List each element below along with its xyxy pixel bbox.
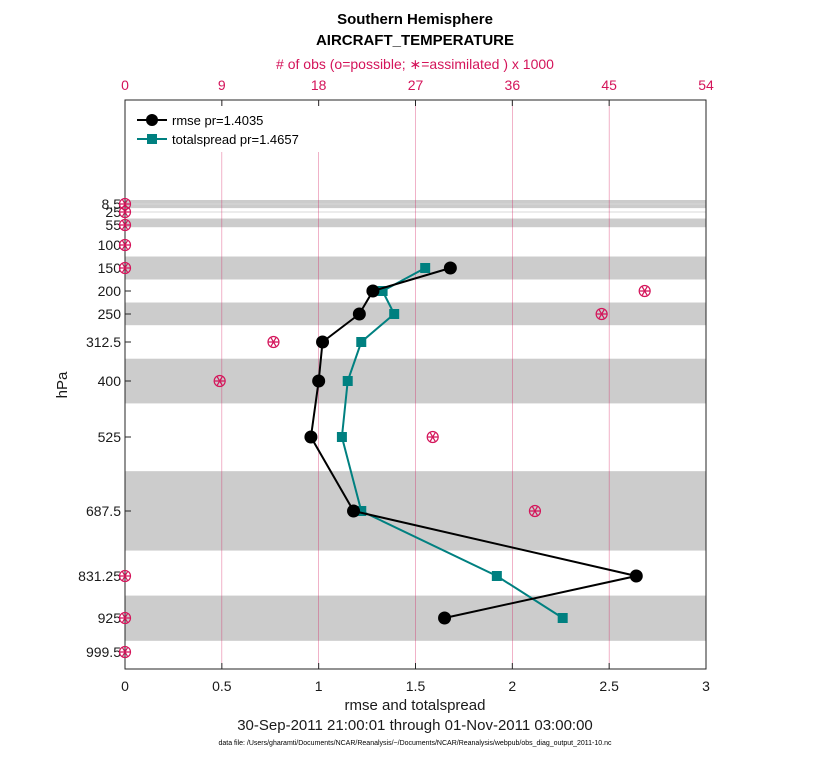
rmse-point: [352, 307, 366, 321]
y-tick-label: 687.5: [86, 503, 121, 519]
obs-possible-marker: [118, 569, 132, 583]
legend-totalspread-label: totalspread pr=1.4657: [172, 132, 299, 147]
obs-assimilated-marker: [120, 207, 130, 217]
obs-assimilated-marker: [596, 309, 607, 319]
top-tick-label: 18: [311, 77, 327, 93]
obs-possible-marker: [118, 645, 132, 659]
obs-possible-marker: [213, 374, 226, 388]
rmse-point: [312, 374, 326, 388]
totalspread-point: [377, 286, 388, 296]
legend-totalspread-marker: [147, 134, 157, 144]
date-range: 30-Sep-2011 21:00:01 through 01-Nov-2011…: [237, 717, 593, 734]
obs-possible-marker: [638, 284, 651, 298]
top-axis-label: # of obs (o=possible; ∗=assimilated ) x …: [276, 56, 554, 72]
top-axis-ticks: 0 9 18 27 36 45 54: [121, 77, 714, 106]
obs-possible-marker: [528, 504, 542, 518]
x-tick-label: 2: [508, 678, 516, 694]
rmse-point: [316, 335, 330, 349]
data-file-note: data file: /Users/gharamti/Documents/NCA…: [218, 740, 612, 747]
y-tick-label: 150: [98, 260, 122, 276]
y-tick-label: 100: [98, 237, 122, 253]
bottom-axis-ticks: 0 0.5 1 1.5 2 2.5 3: [121, 663, 710, 694]
rmse-point: [347, 504, 361, 518]
obs-assimilated-marker: [120, 220, 130, 230]
obs-possible-marker: [118, 205, 132, 219]
top-tick-label: 45: [601, 77, 617, 93]
obs-assimilated-marker: [427, 432, 438, 442]
y-tick-label: 925: [98, 610, 122, 626]
obs-assimilated-marker: [639, 286, 650, 296]
top-tick-label: 27: [408, 77, 424, 93]
legend-rmse-label: rmse pr=1.4035: [172, 113, 263, 128]
x-tick-label: 3: [702, 678, 710, 694]
obs-possible-marker: [118, 238, 132, 252]
obs-count-markers: [118, 197, 651, 659]
obs-possible-marker: [267, 335, 280, 349]
obs-possible-marker: [595, 307, 608, 321]
y-axis-label: hPa: [54, 371, 71, 398]
y-tick-label: 250: [98, 306, 122, 322]
rmse-point: [304, 430, 318, 444]
rmse-point: [443, 261, 457, 275]
obs-assimilated-marker: [120, 240, 130, 250]
y-tick-label: 55: [105, 217, 121, 233]
totalspread-point: [557, 613, 568, 623]
obs-assimilated-marker: [120, 263, 130, 273]
chart-title: Southern Hemisphere: [337, 11, 493, 28]
obs-assimilated-marker: [120, 613, 130, 623]
rmse-point: [629, 569, 643, 583]
y-tick-label: 831.25: [78, 568, 121, 584]
obs-possible-marker: [118, 611, 132, 625]
obs-assimilated-marker: [268, 337, 279, 347]
totalspread-point: [491, 571, 502, 581]
totalspread-point: [420, 263, 431, 273]
rmse-point: [366, 284, 380, 298]
y-tick-label: 25: [105, 204, 121, 220]
y-tick-label: 400: [98, 373, 122, 389]
top-tick-label: 0: [121, 77, 129, 93]
x-tick-label: 2.5: [599, 678, 619, 694]
obs-assimilated-marker: [120, 647, 130, 657]
top-tick-label: 54: [698, 77, 714, 93]
y-tick-label: 312.5: [86, 334, 121, 350]
x-tick-label: 0.5: [212, 678, 232, 694]
totalspread-point: [336, 432, 347, 442]
obs-assimilated-marker: [214, 376, 225, 386]
x-axis-label: rmse and totalspread: [345, 697, 486, 714]
obs-possible-marker: [426, 430, 439, 444]
obs-possible-marker: [118, 218, 132, 232]
totalspread-point: [342, 376, 353, 386]
obs-possible-marker: [118, 261, 132, 275]
obs-assimilated-marker: [120, 571, 130, 581]
top-tick-label: 9: [218, 77, 226, 93]
x-tick-label: 1.5: [406, 678, 426, 694]
y-tick-label: 999.5: [86, 644, 121, 660]
y-tick-label: 200: [98, 283, 122, 299]
totalspread-point: [389, 309, 400, 319]
y-tick-label: 8.5: [102, 196, 122, 212]
chart-subtitle: AIRCRAFT_TEMPERATURE: [316, 32, 514, 49]
legend-rmse-marker: [146, 114, 158, 126]
obs-assimilated-marker: [529, 506, 540, 516]
rmse-point: [438, 611, 452, 625]
top-tick-label: 36: [505, 77, 521, 93]
totalspread-point: [356, 506, 367, 516]
x-tick-label: 1: [315, 678, 323, 694]
legend: rmse pr=1.4035 totalspread pr=1.4657: [131, 106, 319, 152]
x-tick-label: 0: [121, 678, 129, 694]
legend-box: [131, 106, 319, 152]
data-series: [304, 261, 643, 625]
totalspread-point: [356, 337, 367, 347]
obs-possible-marker: [118, 197, 132, 211]
y-tick-label: 525: [98, 429, 122, 445]
